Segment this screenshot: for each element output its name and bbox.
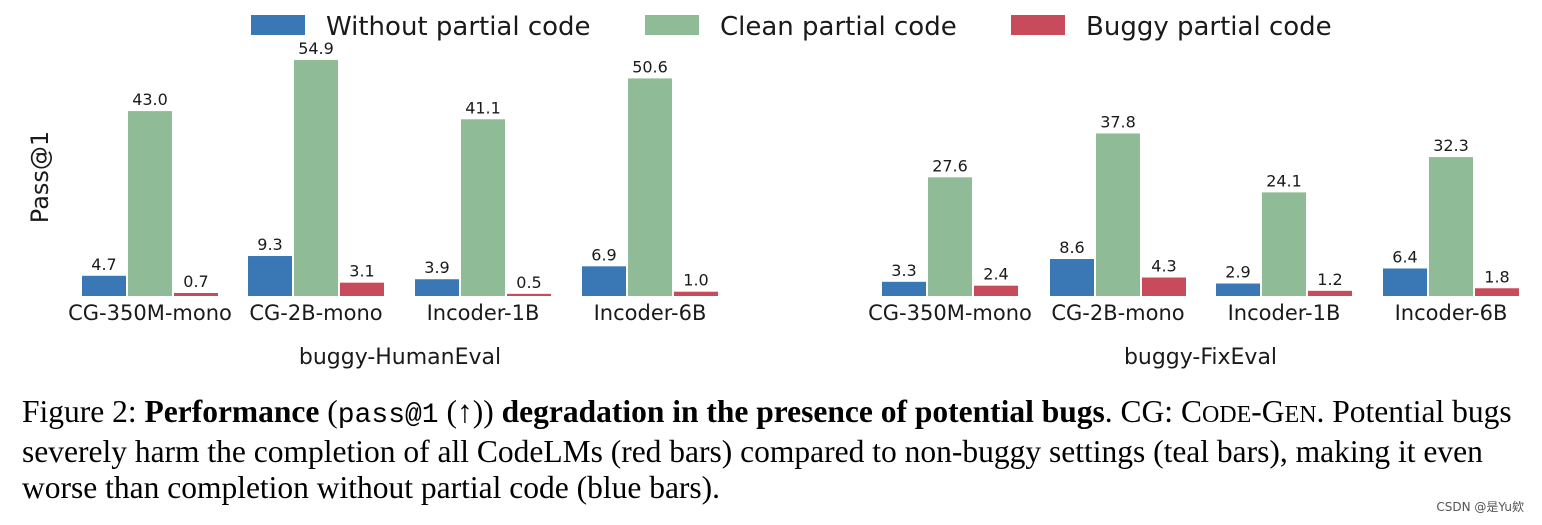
bar-0-0-1 <box>128 111 172 296</box>
value-label-0-3-2: 1.0 <box>683 271 708 290</box>
legend-label-1: Clean partial code <box>720 12 957 42</box>
tick-label-0-2: Incoder-1B <box>427 301 540 325</box>
bar-0-0-0 <box>82 275 126 296</box>
value-label-1-1-2: 4.3 <box>1151 257 1176 276</box>
bar-1-3-2 <box>1475 288 1519 296</box>
bar-0-0-2 <box>174 292 218 296</box>
panel-title-0: buggy-HumanEval <box>299 345 501 370</box>
value-label-0-1-2: 3.1 <box>349 262 374 281</box>
legend: Without partial code Clean partial code Bu… <box>251 12 1332 42</box>
caption-arrow: (↑)) <box>438 394 494 429</box>
watermark: CSDN @是Yu欸 <box>1436 500 1524 514</box>
value-label-1-0-2: 2.4 <box>983 265 1008 284</box>
value-label-1-2-1: 24.1 <box>1266 171 1302 190</box>
bar-1-1-1 <box>1096 133 1140 296</box>
value-label-0-0-1: 43.0 <box>132 90 168 109</box>
grouped-bar-chart: Without partial code Clean partial code Bu… <box>26 12 1519 370</box>
bar-1-0-2 <box>974 285 1018 296</box>
value-label-1-0-1: 27.6 <box>932 156 968 175</box>
bar-1-3-0 <box>1383 268 1427 296</box>
value-label-0-1-0: 9.3 <box>257 235 282 254</box>
panel-0: 4.7 43.0 0.7 CG-350M-mono 9.3 54.9 3.1 CG-2B-mo… <box>68 39 718 370</box>
bar-1-1-0 <box>1050 259 1094 296</box>
bar-0-2-0 <box>415 279 459 296</box>
value-label-1-0-0: 3.3 <box>891 261 916 280</box>
caption-bold-performance: Performance <box>144 394 320 429</box>
tick-label-0-3: Incoder-6B <box>594 301 707 325</box>
bar-1-0-1 <box>928 177 972 296</box>
panel-title-1: buggy-FixEval <box>1124 345 1277 370</box>
bar-1-2-1 <box>1262 192 1306 296</box>
caption-sc-ode: ODE <box>1201 402 1252 428</box>
bar-0-2-1 <box>461 119 505 297</box>
chart-panels: 4.7 43.0 0.7 CG-350M-mono 9.3 54.9 3.1 CG-2B-mo… <box>68 39 1519 370</box>
caption-metric: pass@1 <box>337 400 439 431</box>
tick-label-1-2: Incoder-1B <box>1228 301 1341 325</box>
bar-1-3-1 <box>1429 157 1473 296</box>
value-label-0-3-1: 50.6 <box>632 57 668 76</box>
caption-mid: . CG: <box>1104 394 1181 429</box>
y-axis-label: Pass@1 <box>26 131 54 223</box>
value-label-1-3-0: 6.4 <box>1392 247 1417 266</box>
caption-sc-g: G <box>1261 394 1285 429</box>
caption-paren-open: ( <box>319 394 338 429</box>
value-label-0-2-0: 3.9 <box>424 258 449 277</box>
figure-caption: Figure 2: Performance (pass@1 (↑)) degra… <box>22 394 1532 506</box>
caption-sc-c: C <box>1180 394 1202 429</box>
bar-1-2-2 <box>1308 290 1352 296</box>
value-label-0-0-0: 4.7 <box>91 255 116 274</box>
value-label-1-3-2: 1.8 <box>1484 267 1509 286</box>
bar-0-3-1 <box>628 78 672 296</box>
legend-swatch-2 <box>1011 15 1065 35</box>
bar-1-1-2 <box>1142 277 1186 296</box>
legend-swatch-0 <box>251 15 305 35</box>
bar-0-3-2 <box>674 291 718 296</box>
value-label-0-0-2: 0.7 <box>183 272 208 291</box>
legend-label-0: Without partial code <box>326 12 591 42</box>
bar-0-1-2 <box>340 282 384 296</box>
bar-1-0-0 <box>882 281 926 296</box>
tick-label-1-1: CG-2B-mono <box>1051 301 1184 325</box>
caption-bold-degradation: degradation in the presence of potential… <box>493 394 1105 429</box>
legend-swatch-1 <box>645 15 699 35</box>
tick-label-1-0: CG-350M-mono <box>868 301 1032 325</box>
value-label-1-3-1: 32.3 <box>1433 136 1469 155</box>
value-label-1-1-0: 8.6 <box>1059 238 1084 257</box>
legend-label-2: Buggy partial code <box>1086 12 1332 42</box>
caption-sc-en: EN <box>1284 402 1317 428</box>
bar-0-1-0 <box>248 256 292 296</box>
tick-label-0-0: CG-350M-mono <box>68 301 232 325</box>
value-label-0-2-2: 0.5 <box>516 273 541 292</box>
bar-1-2-0 <box>1216 283 1260 296</box>
value-label-1-1-1: 37.8 <box>1100 112 1136 131</box>
panel-1: 3.3 27.6 2.4 CG-350M-mono 8.6 37.8 4.3 CG-2B-mo… <box>868 112 1519 370</box>
tick-label-0-1: CG-2B-mono <box>249 301 382 325</box>
caption-rest: . Potential bugs severely harm the compl… <box>22 394 1512 505</box>
caption-dash: - <box>1251 394 1262 429</box>
value-label-0-2-1: 41.1 <box>465 98 501 117</box>
tick-label-1-3: Incoder-6B <box>1395 301 1508 325</box>
value-label-1-2-2: 1.2 <box>1317 270 1342 289</box>
value-label-1-2-0: 2.9 <box>1225 263 1250 282</box>
value-label-0-3-0: 6.9 <box>591 245 616 264</box>
bar-0-3-0 <box>582 266 626 296</box>
bar-0-1-1 <box>294 59 338 297</box>
value-label-0-1-1: 54.9 <box>298 39 334 58</box>
caption-prefix: Figure 2: <box>22 394 145 429</box>
bar-0-2-2 <box>507 293 551 296</box>
